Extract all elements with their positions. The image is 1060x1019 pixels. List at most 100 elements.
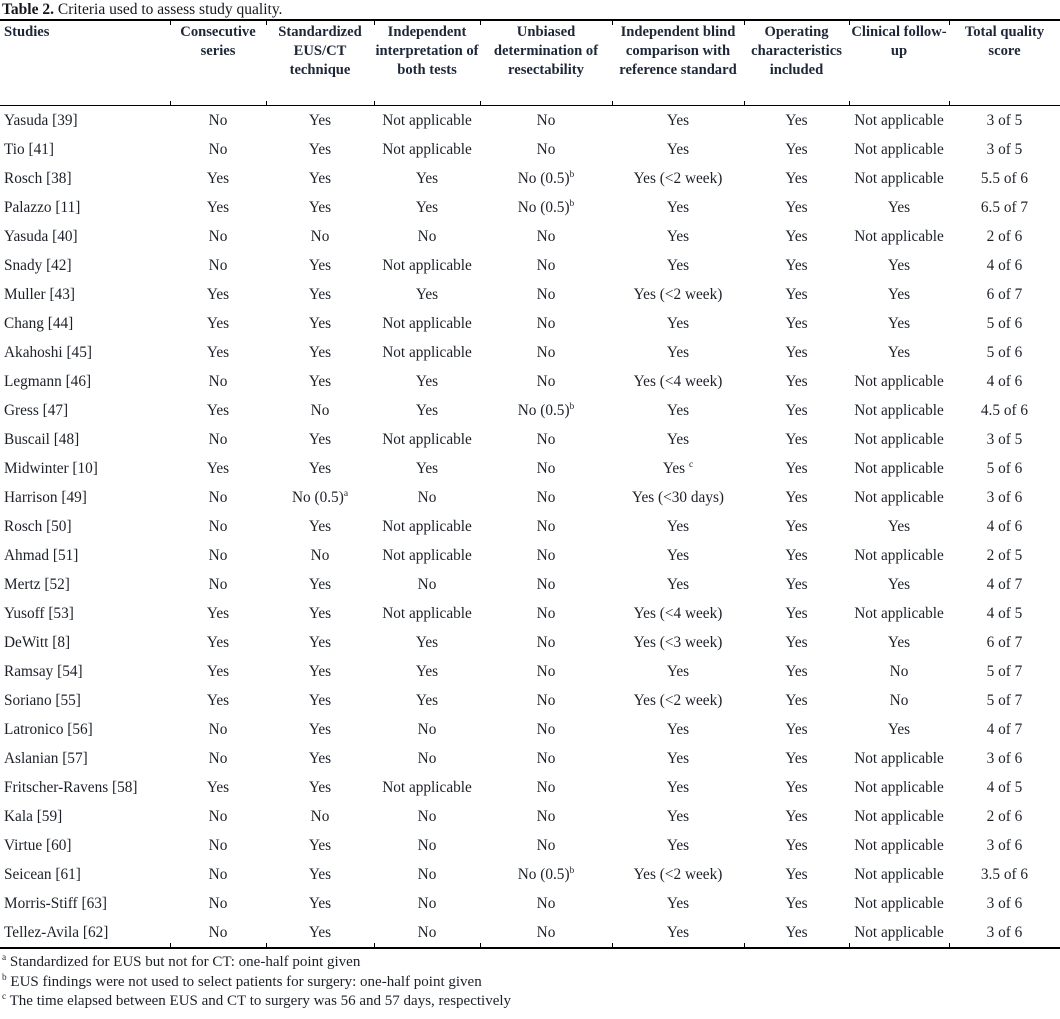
criteria-cell: Yes: [206, 198, 230, 216]
criteria-cell: Yes: [785, 836, 808, 854]
criteria-cell: Not applicable: [854, 227, 944, 245]
study-name-cell: Ramsay [54]: [4, 662, 83, 680]
criteria-cell: Yes: [308, 372, 332, 390]
criteria-cell: Not applicable: [382, 140, 472, 158]
criteria-cell: No: [208, 227, 228, 245]
criteria-cell: Yes: [206, 778, 230, 796]
criteria-cell: Yes: [415, 662, 439, 680]
criteria-cell: 3 of 6: [986, 488, 1023, 506]
study-quality-table: Studies Consecutive series Standardized EU…: [0, 19, 1060, 949]
criteria-cell: Yes: [206, 343, 230, 361]
criteria-cell: No: [480, 918, 612, 948]
criteria-cell: No (0.5)b: [517, 401, 575, 419]
study-name-cell: Midwinter [10]: [4, 459, 98, 477]
criteria-cell: Yes: [308, 314, 332, 332]
criteria-cell: Yes: [785, 546, 808, 564]
criteria-cell: Yes: [887, 314, 911, 332]
criteria-cell: Yes: [785, 865, 808, 883]
criteria-cell: Yes: [206, 169, 230, 187]
table-caption-label: Table 2.: [2, 1, 54, 18]
criteria-cell: Not applicable: [382, 256, 472, 274]
criteria-cell: Not applicable: [854, 604, 944, 622]
criteria-cell: Yes: [308, 633, 332, 651]
criteria-cell: No: [536, 488, 556, 506]
criteria-cell: Yes: [785, 807, 808, 825]
table-row: DeWitt [8] Yes Yes Yes No Yes (<3 week) Yes Yes…: [0, 628, 1060, 657]
criteria-cell: Yes: [308, 865, 332, 883]
table-row: Rosch [50] No Yes Not applicable No Yes Yes Yes…: [0, 512, 1060, 541]
criteria-cell: Yes: [666, 140, 690, 158]
study-name-cell: Mertz [52]: [4, 575, 70, 593]
criteria-cell: 3 of 6: [986, 749, 1023, 767]
criteria-cell: Not applicable: [854, 807, 944, 825]
criteria-cell: Yes: [308, 662, 332, 680]
criteria-cell: 4 of 6: [986, 372, 1023, 390]
criteria-cell: No: [536, 430, 556, 448]
criteria-cell: Yes: [308, 285, 332, 303]
criteria-cell: 4.5 of 6: [980, 401, 1029, 419]
criteria-cell: Yes: [785, 401, 808, 419]
study-name-cell: Yasuda [40]: [4, 227, 78, 245]
criteria-cell: Not applicable: [382, 546, 472, 564]
table-row: Gress [47] Yes No Yes No (0.5)b Yes Yes Not app…: [0, 396, 1060, 425]
criteria-cell: Yes: [206, 314, 230, 332]
criteria-cell: No: [417, 807, 437, 825]
criteria-cell: No: [310, 546, 330, 564]
criteria-cell: Yes: [206, 633, 230, 651]
criteria-cell: Yes: [308, 836, 332, 854]
table-row: Legmann [46] No Yes Yes No Yes (<4 week) Yes No…: [0, 367, 1060, 396]
criteria-cell: No: [536, 314, 556, 332]
criteria-cell: No: [536, 633, 556, 651]
criteria-cell: 6 of 7: [986, 633, 1023, 651]
criteria-cell: Yes: [666, 314, 690, 332]
criteria-cell: 4 of 7: [986, 575, 1023, 593]
criteria-cell: Yes: [666, 198, 690, 216]
criteria-cell: 3 of 6: [986, 894, 1023, 912]
criteria-cell: No: [208, 575, 228, 593]
criteria-cell: Yes: [785, 256, 808, 274]
criteria-cell: Yes: [206, 459, 230, 477]
criteria-cell: No: [536, 691, 556, 709]
criteria-cell: Yes: [206, 401, 230, 419]
criteria-cell: No: [536, 662, 556, 680]
criteria-cell: Yes: [666, 720, 690, 738]
criteria-cell: Not applicable: [382, 778, 472, 796]
table-row: Tellez-Avila [62] No Yes No No Yes Yes Not appl…: [0, 918, 1060, 948]
criteria-cell: Yes: [887, 575, 911, 593]
criteria-cell: No: [536, 343, 556, 361]
footnote: c The time elapsed between EUS and CT to…: [2, 992, 512, 1009]
criteria-cell: No: [208, 517, 228, 535]
study-name-cell: Buscail [48]: [4, 430, 80, 448]
criteria-cell: Yes: [785, 633, 808, 651]
criteria-cell: Yes: [785, 314, 808, 332]
study-name-cell: Morris-Stiff [63]: [4, 894, 107, 912]
criteria-cell: No: [208, 256, 228, 274]
table-row: Fritscher-Ravens [58] Yes Yes Not applicabl…: [0, 773, 1060, 802]
criteria-cell: Not applicable: [382, 343, 472, 361]
criteria-cell: Yes: [785, 749, 808, 767]
table-row: Soriano [55] Yes Yes Yes No Yes (<2 week) Yes N…: [0, 686, 1060, 715]
criteria-cell: Not applicable: [854, 140, 944, 158]
table-row: Snady [42] No Yes Not applicable No Yes Yes Yes…: [0, 251, 1060, 280]
criteria-cell: Yes: [206, 604, 230, 622]
table-row: Chang [44] Yes Yes Not applicable No Yes Yes Ye…: [0, 309, 1060, 338]
criteria-cell: 3 of 5: [986, 430, 1023, 448]
criteria-cell: 5 of 7: [986, 691, 1023, 709]
criteria-cell: No: [310, 807, 330, 825]
criteria-cell: No: [536, 720, 556, 738]
criteria-cell: Yes: [666, 778, 690, 796]
criteria-cell: No (0.5)b: [517, 198, 575, 216]
criteria-cell: Yes: [666, 517, 690, 535]
criteria-cell: Yes: [666, 575, 690, 593]
criteria-cell: No: [310, 227, 330, 245]
study-name-cell: Fritscher-Ravens [58]: [4, 778, 138, 796]
table-caption: Table 2. Criteria used to assess study q…: [0, 0, 1060, 19]
criteria-cell: Yes: [785, 285, 808, 303]
study-name-cell: Palazzo [11]: [4, 198, 81, 216]
criteria-cell: 5 of 6: [986, 314, 1023, 332]
criteria-cell: Yes: [785, 778, 808, 796]
study-name-cell: Virtue [60]: [4, 836, 72, 854]
criteria-cell: 3 of 6: [986, 836, 1023, 854]
criteria-cell: Yes: [785, 169, 808, 187]
table-row: Buscail [48] No Yes Not applicable No Yes Yes N…: [0, 425, 1060, 454]
